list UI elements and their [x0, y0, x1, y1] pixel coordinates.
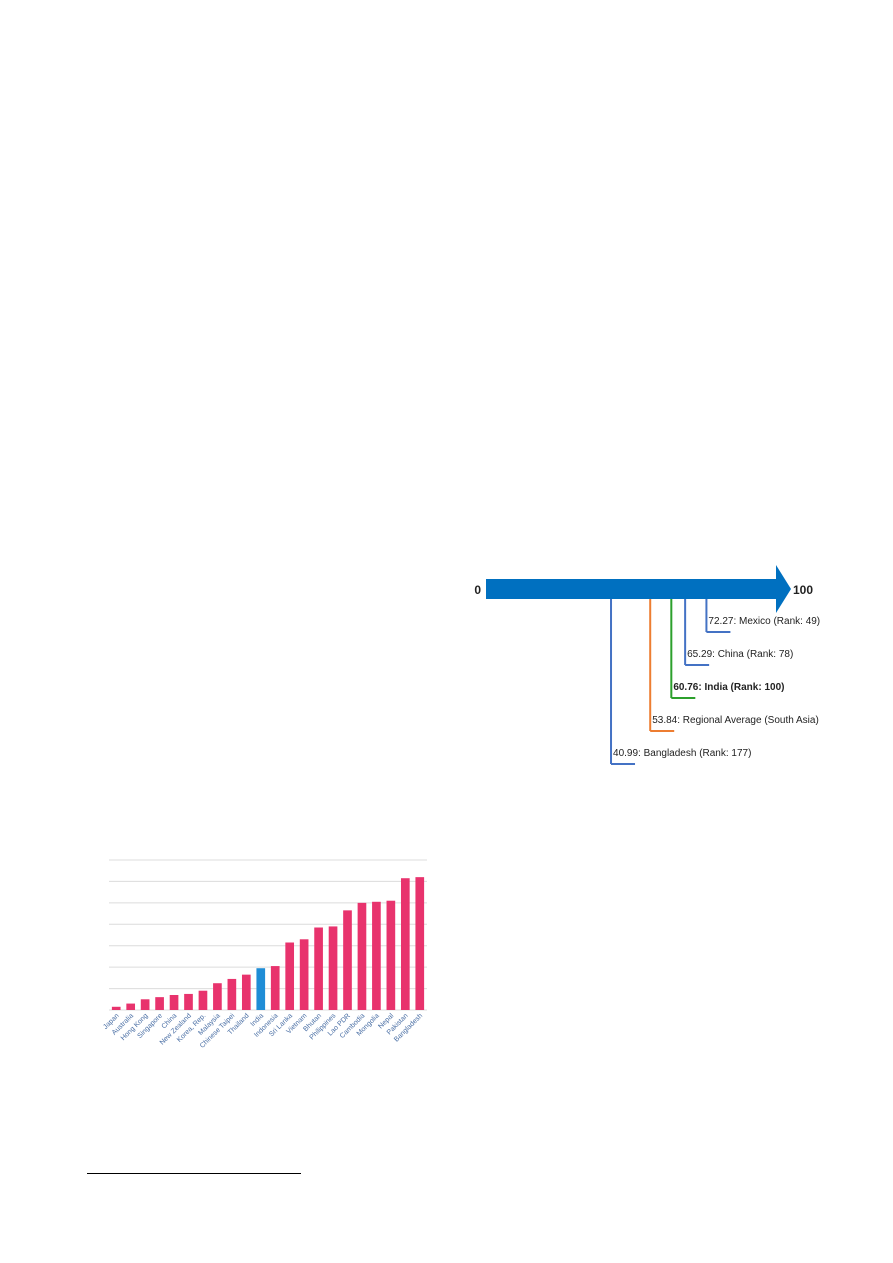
- bar-13: [299, 939, 309, 1010]
- bar-9: [241, 974, 251, 1010]
- score-scale-figure: 0 100 72.27: Mexico (Rank: 49) 65.29: Chi…: [474, 565, 820, 765]
- bar-3: [155, 997, 164, 1010]
- bar-16: [343, 910, 352, 1010]
- marker-label-4: 40.99: Bangladesh (Rank: 177): [613, 748, 751, 759]
- scale-min-label: 0: [474, 583, 481, 597]
- bar-14: [314, 927, 323, 1010]
- bar-17: [357, 902, 367, 1010]
- marker-label-3: 53.84: Regional Average (South Asia): [652, 715, 819, 726]
- marker-label-1: 65.29: China (Rank: 78): [687, 649, 793, 660]
- chart-bars: [111, 877, 425, 1010]
- scale-markers: 72.27: Mexico (Rank: 49) 65.29: China (Ra…: [610, 599, 820, 765]
- bar-21: [415, 877, 425, 1010]
- scale-arrow-head: [776, 565, 791, 613]
- marker-label-2: 60.76: India (Rank: 100): [673, 682, 784, 693]
- bar-5: [184, 993, 193, 1010]
- bar-0: [111, 1006, 121, 1010]
- bar-1: [126, 1003, 136, 1010]
- footnote-separator: [87, 1173, 301, 1174]
- bar-19: [386, 900, 396, 1010]
- bar-2: [140, 999, 150, 1010]
- bar-12: [285, 942, 295, 1010]
- bar-4: [169, 995, 179, 1010]
- bar-18: [372, 901, 381, 1010]
- scale-max-label: 100: [793, 583, 813, 597]
- bar-10: [256, 968, 266, 1010]
- bar-6: [198, 990, 208, 1010]
- bar-15: [328, 926, 338, 1010]
- bar-7: [213, 983, 222, 1010]
- bar-11: [270, 966, 280, 1010]
- scale-arrow: [486, 565, 791, 613]
- scale-arrow-shaft: [486, 579, 776, 599]
- bar-8: [227, 978, 237, 1010]
- marker-label-0: 72.27: Mexico (Rank: 49): [708, 616, 820, 627]
- bar-20: [400, 878, 410, 1010]
